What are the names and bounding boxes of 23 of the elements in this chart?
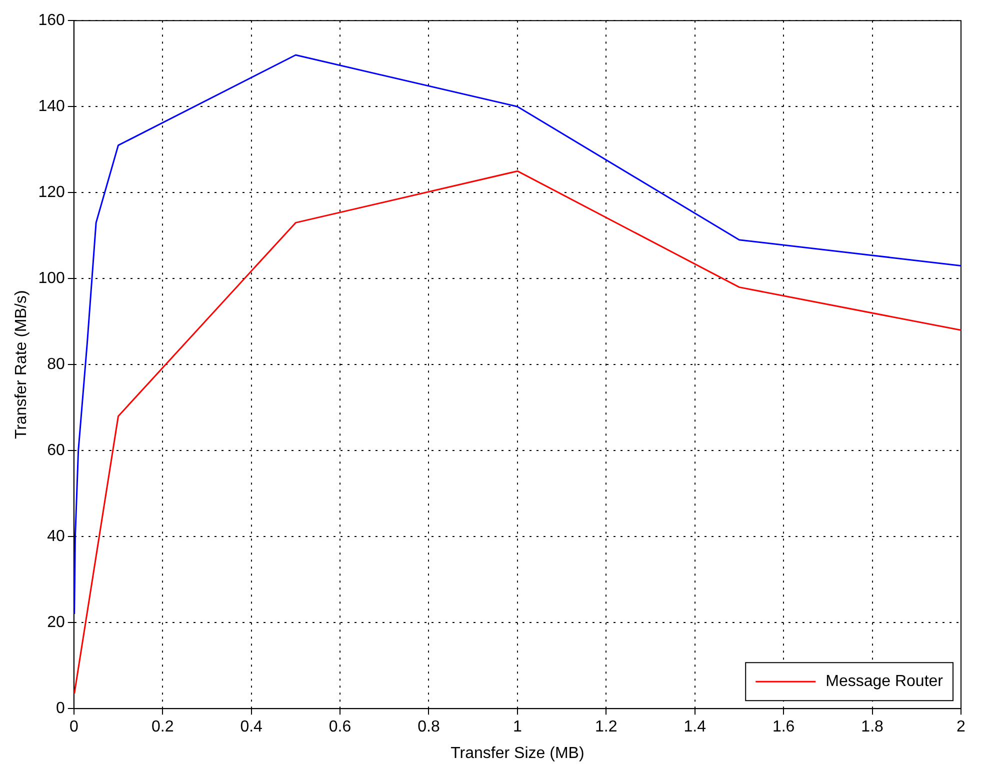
y-tick-label: 140 — [38, 98, 65, 116]
y-tick-label: 20 — [47, 614, 65, 632]
x-tick-label: 1.6 — [772, 718, 795, 736]
x-tick-label: 0.2 — [151, 718, 174, 736]
x-tick-label: 1.2 — [595, 718, 618, 736]
x-tick-label: 0 — [69, 718, 78, 736]
x-tick-label: 1.8 — [861, 718, 884, 736]
x-tick-label: 1.4 — [684, 718, 706, 736]
y-tick-label: 80 — [47, 356, 65, 374]
y-tick-label: 100 — [38, 270, 65, 288]
x-axis-title: Transfer Size (MB) — [450, 744, 584, 762]
x-tick-label: 0.8 — [418, 718, 440, 736]
y-tick-label: 40 — [47, 528, 65, 546]
x-tick-label: 0.6 — [328, 718, 352, 736]
y-tick-label: 0 — [56, 700, 65, 718]
y-tick-label: 160 — [38, 12, 65, 30]
y-tick-label: 120 — [38, 184, 65, 202]
y-axis-title: Transfer Rate (MB/s) — [13, 290, 30, 439]
x-tick-label: 2 — [956, 718, 966, 736]
x-tick-label: 0.4 — [240, 718, 263, 736]
legend-label: Message Router — [826, 673, 944, 690]
x-tick-label: 1 — [512, 718, 522, 736]
y-tick-label: 60 — [47, 442, 65, 460]
